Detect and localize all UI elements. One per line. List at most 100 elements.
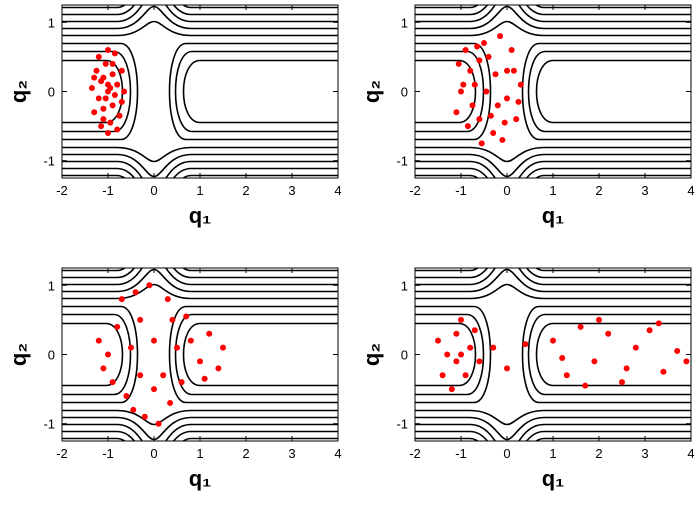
y-tick-label: -1 (396, 417, 408, 432)
contour (535, 322, 691, 387)
contour (415, 305, 492, 404)
point (655, 320, 662, 327)
contour (62, 268, 338, 286)
point (453, 109, 460, 116)
point (102, 95, 109, 102)
x-tick-label: 0 (150, 446, 157, 461)
point (582, 382, 589, 389)
point (471, 81, 478, 88)
point (100, 365, 107, 372)
contour (62, 268, 338, 279)
point (458, 88, 464, 95)
point (559, 354, 566, 361)
contour (415, 409, 691, 426)
x-tick-label: 1 (196, 183, 203, 198)
point (137, 316, 144, 323)
point (464, 123, 471, 130)
point (105, 351, 111, 358)
plot-area (62, 5, 338, 178)
point (174, 344, 180, 351)
point (490, 130, 497, 137)
point (632, 344, 639, 351)
x-tick-label: -1 (102, 183, 114, 198)
point (109, 71, 116, 78)
point (591, 358, 598, 365)
point (674, 348, 681, 355)
point (116, 112, 123, 119)
point (605, 330, 612, 337)
contour (168, 42, 338, 141)
contour (62, 5, 338, 16)
point (95, 95, 102, 102)
point (114, 323, 121, 330)
point (114, 81, 121, 88)
contour (62, 423, 338, 441)
point (460, 81, 467, 88)
contour (415, 5, 691, 23)
y-tick-label: -1 (43, 417, 55, 432)
point (444, 351, 451, 358)
y-axis-label: q₂ (359, 80, 384, 103)
y-tick-label: 0 (401, 348, 408, 363)
y-tick-label: -1 (396, 154, 408, 169)
x-tick-label: 2 (242, 183, 249, 198)
point (476, 358, 483, 365)
point (476, 57, 483, 64)
point (476, 116, 483, 123)
x-tick-label: -2 (409, 446, 421, 461)
x-tick-label: 2 (595, 446, 602, 461)
y-axis-label: q₂ (359, 343, 384, 366)
point (109, 60, 116, 67)
y-tick-label: 0 (48, 348, 55, 363)
contour (62, 5, 338, 23)
y-tick-label: -1 (43, 154, 55, 169)
point (93, 67, 100, 74)
point (100, 105, 107, 112)
point (141, 413, 148, 420)
x-axis-label: q₁ (189, 203, 212, 228)
point (183, 313, 190, 320)
contour (535, 59, 691, 124)
contour (62, 20, 338, 37)
y-tick-label: 1 (48, 278, 55, 293)
y-tick-label: 1 (401, 15, 408, 30)
contour (62, 305, 139, 404)
y-axis-label: q₂ (6, 343, 31, 366)
point (95, 53, 102, 60)
contour (168, 305, 338, 404)
point (513, 116, 520, 123)
point (504, 67, 510, 74)
point (169, 316, 176, 323)
contour (415, 59, 477, 124)
point (577, 323, 584, 330)
point (458, 316, 464, 323)
contour (62, 42, 139, 141)
plot-area (62, 268, 338, 441)
point (474, 43, 481, 50)
axes-box (61, 267, 339, 442)
point (462, 372, 469, 379)
point (483, 88, 490, 95)
point (504, 365, 510, 372)
y-tick-label: 0 (48, 85, 55, 100)
point (178, 379, 185, 386)
contour (415, 322, 477, 387)
y-axis-label: q₂ (6, 80, 31, 103)
point (458, 351, 464, 358)
x-axis-label: q₁ (189, 466, 212, 491)
point (504, 95, 510, 102)
point (515, 98, 522, 105)
contour (415, 313, 485, 396)
point (197, 358, 203, 365)
point (160, 372, 167, 379)
point (123, 393, 130, 400)
x-tick-label: -2 (56, 183, 68, 198)
x-tick-label: 0 (503, 446, 510, 461)
contour (415, 268, 691, 279)
x-tick-label: -2 (409, 183, 421, 198)
x-tick-label: 4 (687, 446, 694, 461)
x-axis-label: q₁ (542, 466, 565, 491)
point (88, 85, 95, 92)
point (215, 365, 222, 372)
